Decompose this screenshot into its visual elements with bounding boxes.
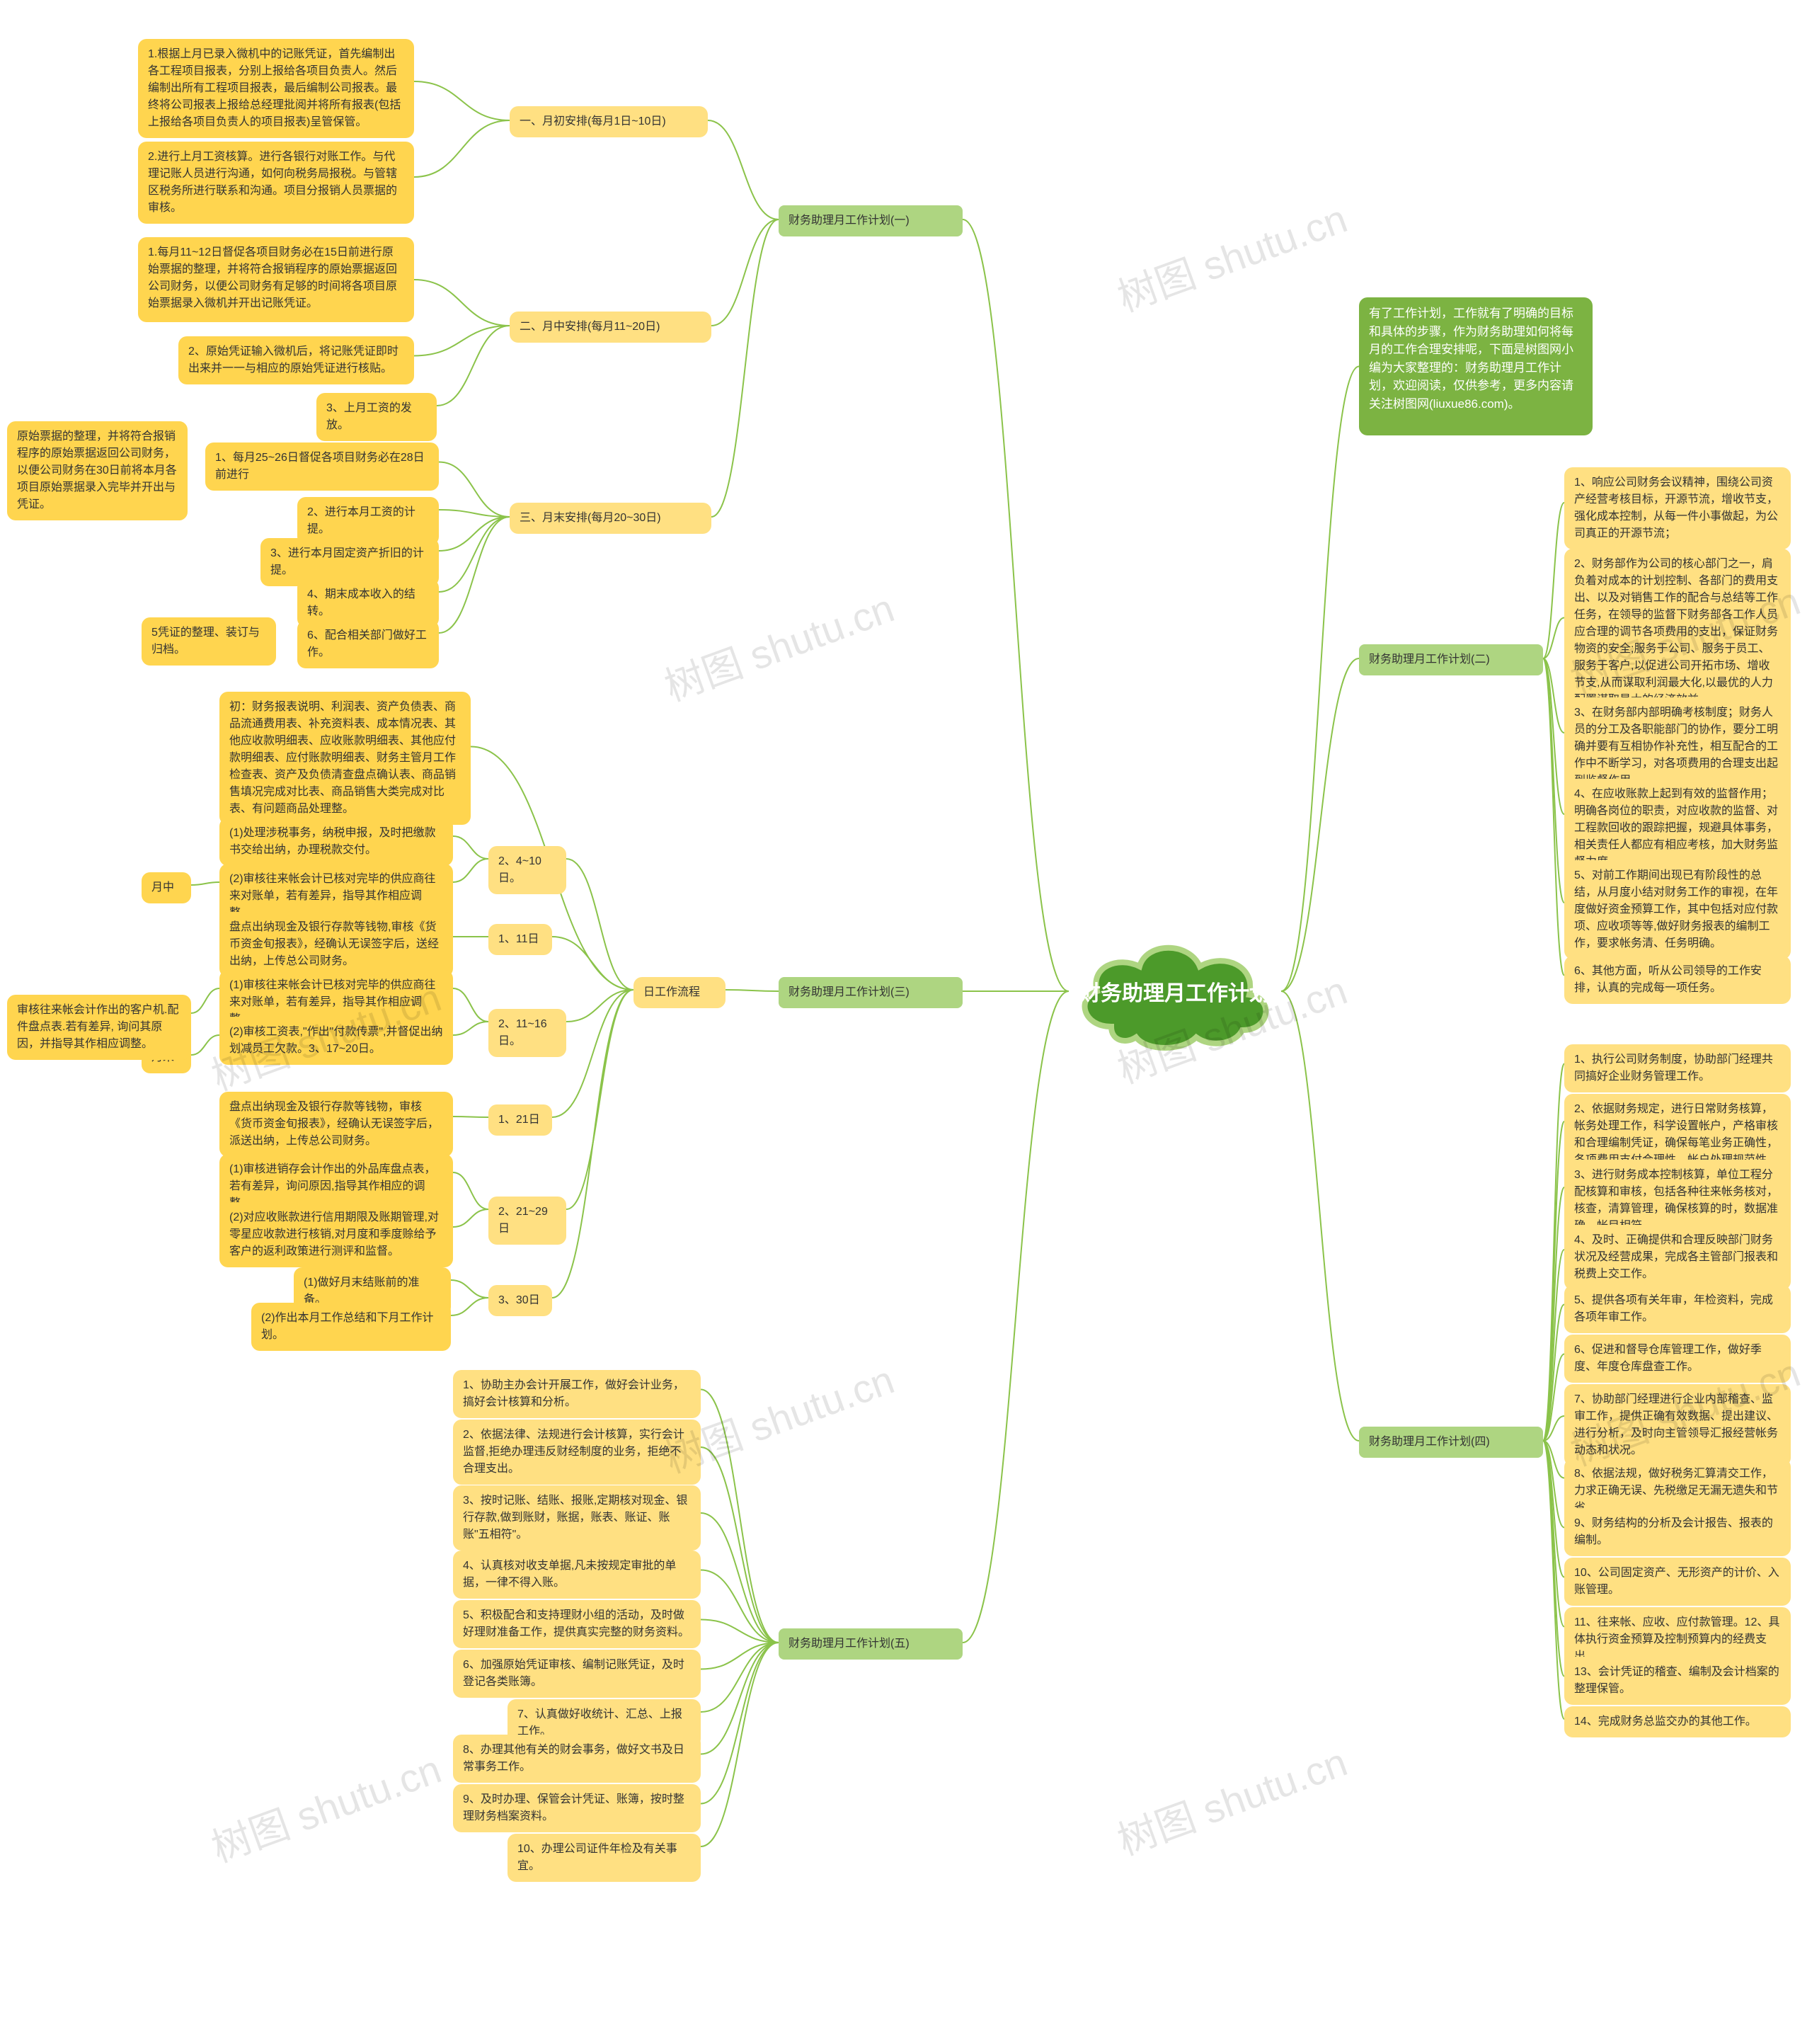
mindmap-node: (2)对应收账款进行信用期限及账期管理,对零星应收款进行核销,对月度和季度赊给予… bbox=[219, 1202, 453, 1267]
mindmap-node: 一、月初安排(每月1日~10日) bbox=[510, 106, 708, 137]
mindmap-node: 盘点出纳现金及银行存款等钱物,审核《货币资金旬报表》，经确认无误签字后，送经出纳… bbox=[219, 912, 453, 977]
mindmap-node: 8、办理其他有关的财会事务，做好文书及日常事务工作。 bbox=[453, 1735, 701, 1783]
mindmap-node: 9、财务结构的分析及会计报告、报表的编制。 bbox=[1564, 1508, 1791, 1556]
mindmap-node: 5、提供各项有关年审，年检资料，完成各项年审工作。 bbox=[1564, 1285, 1791, 1333]
mindmap-node: 初：财务报表说明、利润表、资产负债表、商品流通费用表、补充资料表、成本情况表、其… bbox=[219, 692, 471, 825]
mindmap-node: 财务助理月工作计划(三) bbox=[779, 977, 963, 1008]
mindmap-node: 3、上月工资的发放。 bbox=[316, 393, 437, 441]
mindmap-node: 2、财务部作为公司的核心部门之一，肩负着对成本的计划控制、各部门的费用支出、以及… bbox=[1564, 549, 1791, 716]
mindmap-node: 财务助理月工作计划(四) bbox=[1359, 1427, 1543, 1458]
mindmap-node: 9、及时办理、保管会计凭证、账簿，按时整理财务档案资料。 bbox=[453, 1784, 701, 1832]
mindmap-node: 2、21~29日 bbox=[488, 1197, 566, 1245]
mindmap-node: 6、其他方面，听从公司领导的工作安排，认真的完成每一项任务。 bbox=[1564, 956, 1791, 1004]
mindmap-node: 1、11日 bbox=[488, 924, 552, 955]
mindmap-node: 4、认真核对收支单据,凡未按规定审批的单据，一律不得入账。 bbox=[453, 1551, 701, 1599]
mindmap-node: 1、每月25~26日督促各项目财务必在28日前进行 bbox=[205, 443, 439, 491]
mindmap-node: 1、21日 bbox=[488, 1104, 552, 1136]
mindmap-node: 审核往来帐会计作出的客户机.配件盘点表.若有差异, 询问其原因，并指导其作相应调… bbox=[7, 995, 191, 1060]
mindmap-node: 2.进行上月工资核算。进行各银行对账工作。与代理记账人员进行沟通，如何向税务局报… bbox=[138, 142, 414, 224]
mindmap-node: 1、协助主办会计开展工作，做好会计业务，搞好会计核算和分析。 bbox=[453, 1370, 701, 1418]
mindmap-node: 2、依据法律、法规进行会计核算，实行会计监督,拒绝办理违反财经制度的业务，拒绝不… bbox=[453, 1420, 701, 1485]
mindmap-node: 财务助理月工作计划(二) bbox=[1359, 644, 1543, 675]
mindmap-node: 有了工作计划，工作就有了明确的目标和具体的步骤，作为财务助理如何将每月的工作合理… bbox=[1359, 297, 1593, 435]
mindmap-node: 5、对前工作期间出现已有阶段性的总结，从月度小结对财务工作的审视，在年度做好资金… bbox=[1564, 860, 1791, 959]
mindmap-node: 日工作流程 bbox=[633, 977, 726, 1008]
mindmap-node: 三、月末安排(每月20~30日) bbox=[510, 503, 711, 534]
mindmap-node: 2、11~16日。 bbox=[488, 1009, 566, 1057]
mindmap-node: 10、办理公司证件年检及有关事宜。 bbox=[508, 1834, 701, 1882]
mindmap-node: (2)审核工资表,"作出"付款传票",并督促出纳划减员工欠款。3、17~20日。 bbox=[219, 1017, 453, 1065]
mindmap-node: 13、会计凭证的稽查、编制及会计档案的整理保管。 bbox=[1564, 1657, 1791, 1705]
mindmap-node: 7、协助部门经理进行企业内部稽查、监审工作，提供正确有效数据、提出建议、进行分析… bbox=[1564, 1384, 1791, 1466]
mindmap-node: 原始票据的整理，并将符合报销程序的原始票据返回公司财务，以便公司财务在30日前将… bbox=[7, 421, 188, 520]
mindmap-node: 4、及时、正确提供和合理反映部门财务状况及经营成果，完成各主管部门报表和税费上交… bbox=[1564, 1225, 1791, 1290]
mindmap-node: 6、加强原始凭证审核、编制记账凭证，及时登记各类账簿。 bbox=[453, 1650, 701, 1698]
mindmap-node: 2、原始凭证输入微机后，将记账凭证即时出来并一一与相应的原始凭证进行核贴。 bbox=[178, 336, 414, 384]
center-label: 财务助理月工作计划 bbox=[1069, 976, 1281, 1007]
mindmap-node: 财务助理月工作计划(五) bbox=[779, 1628, 963, 1660]
mindmap-node: 盘点出纳现金及银行存款等钱物，审核《货币资金旬报表》，经确认无误签字后，派送出纳… bbox=[219, 1092, 453, 1157]
mindmap-node: 1.每月11~12日督促各项目财务必在15日前进行原始票据的整理，并将符合报销程… bbox=[138, 237, 414, 322]
mindmap-node: 1、执行公司财务制度，协助部门经理共同搞好企业财务管理工作。 bbox=[1564, 1044, 1791, 1092]
mindmap-node: 3、30日 bbox=[488, 1285, 552, 1316]
mindmap-node: 二、月中安排(每月11~20日) bbox=[510, 312, 711, 343]
mindmap-node: 10、公司固定资产、无形资产的计价、入账管理。 bbox=[1564, 1558, 1791, 1606]
mindmap-node: 14、完成财务总监交办的其他工作。 bbox=[1564, 1706, 1791, 1737]
center-node: 财务助理月工作计划 bbox=[1069, 927, 1281, 1055]
mindmap-node: 6、促进和督导仓库管理工作，做好季度、年度仓库盘查工作。 bbox=[1564, 1335, 1791, 1383]
mindmap-node: 5、积极配合和支持理财小组的活动，及时做好理财准备工作，提供真实完整的财务资料。 bbox=[453, 1600, 701, 1648]
mindmap-node: 财务助理月工作计划(一) bbox=[779, 205, 963, 236]
mindmap-node: 1.根据上月已录入微机中的记账凭证，首先编制出各工程项目报表，分别上报给各项目负… bbox=[138, 39, 414, 138]
mindmap-node: 6、配合相关部门做好工作。 bbox=[297, 620, 439, 668]
mindmap-node: (1)处理涉税事务，纳税申报，及时把缴款书交给出纳，办理税款交付。 bbox=[219, 818, 453, 866]
mindmap-node: 3、按时记账、结账、报账,定期核对现金、银行存款,做到账财，账据，账表、账证、账… bbox=[453, 1485, 701, 1551]
mindmap-node: 1、响应公司财务会议精神，围绕公司资产经营考核目标，开源节流，增收节支，强化成本… bbox=[1564, 467, 1791, 549]
mindmap-node: (2)作出本月工作总结和下月工作计划。 bbox=[251, 1303, 451, 1351]
mindmap-node: 5凭证的整理、装订与归档。 bbox=[142, 617, 276, 666]
mindmap-node: 2、4~10日。 bbox=[488, 846, 566, 894]
mindmap-node: 月中 bbox=[142, 872, 191, 903]
mindmap-canvas: { "canvas": { "width": 2560, "height": 2… bbox=[0, 0, 1812, 2044]
